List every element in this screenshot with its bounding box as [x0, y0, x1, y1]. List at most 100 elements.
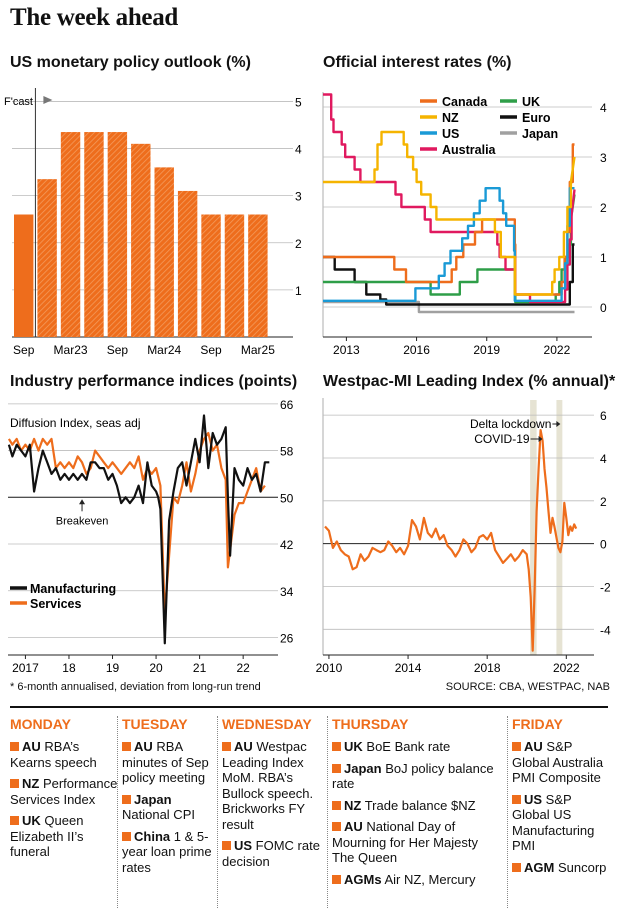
y-tick-label: 42 — [280, 538, 294, 552]
legend-label: NZ — [442, 111, 459, 125]
y-tick-label: 34 — [280, 585, 294, 599]
legend-label: Manufacturing — [30, 582, 116, 596]
y-tick-label: 2 — [295, 237, 302, 251]
event-item: AU National Day of Mourning for Her Maje… — [332, 819, 502, 866]
event-text: National Day of Mourning for Her Majesty… — [332, 819, 478, 865]
x-tick-label: 2022 — [544, 343, 571, 357]
bullet-square-icon — [10, 742, 19, 751]
event-text: Suncorp — [554, 859, 607, 875]
y-tick-label: 6 — [600, 409, 607, 423]
shaded-period — [556, 400, 563, 655]
y-tick-label: 0 — [600, 301, 607, 315]
bullet-square-icon — [10, 816, 19, 825]
chart-title-westpac: Westpac-MI Leading Index (% annual)* — [323, 373, 616, 390]
event-text: Westpac Leading Index MoM. RBA’s Bullock… — [222, 739, 314, 832]
y-tick-label: -4 — [600, 623, 611, 637]
headline: The week ahead — [10, 4, 179, 31]
event-item: NZ Performance Services Index — [10, 776, 118, 807]
x-tick-label: Mar24 — [147, 343, 181, 357]
column-separator — [117, 716, 118, 908]
event-text: FOMC rate decision — [222, 838, 320, 869]
x-tick-label: 2014 — [395, 661, 422, 675]
y-tick-label: -2 — [600, 580, 611, 594]
event-region: Japan — [134, 791, 172, 807]
series-line-leading-index — [324, 429, 578, 652]
event-region: AU — [234, 739, 253, 754]
day-column-thursday: THURSDAY UK BoE Bank rate Japan BoJ policy… — [332, 716, 502, 908]
arrow-right-icon — [556, 421, 561, 427]
breakeven-arrow-icon — [79, 499, 86, 505]
day-heading: THURSDAY — [332, 716, 409, 732]
arrow-right-icon — [538, 436, 543, 442]
bullet-square-icon — [222, 742, 231, 751]
event-text: BoE Bank rate — [362, 739, 451, 754]
event-item: Japan National CPI — [122, 792, 220, 823]
series-line-services — [7, 431, 266, 616]
annotation-delta: Delta lockdown — [470, 417, 551, 431]
bullet-square-icon — [332, 874, 341, 884]
x-tick-label: Sep — [107, 343, 129, 357]
y-tick-label: 3 — [600, 151, 607, 165]
x-tick-label: 2019 — [473, 343, 500, 357]
x-tick-label: 20 — [149, 661, 163, 675]
shaded-period — [530, 400, 537, 655]
event-item: US FOMC rate decision — [222, 838, 330, 869]
legend-label: Canada — [442, 95, 488, 109]
event-region: US — [524, 791, 543, 807]
bar — [14, 214, 34, 337]
bar — [224, 214, 245, 337]
day-column-wednesday: WEDNESDAY AU Westpac Leading Index MoM. R… — [222, 716, 330, 908]
x-tick-label: 2018 — [474, 661, 501, 675]
event-region: AU — [524, 739, 543, 754]
chart-title-us-policy: US monetary policy outlook (%) — [10, 54, 251, 71]
bar — [84, 132, 104, 337]
x-tick-label: 2013 — [333, 343, 360, 357]
event-text: RBA minutes of Sep policy meeting — [122, 739, 209, 785]
series-line-uk — [323, 194, 576, 304]
event-text: Queen Elizabeth II’s funeral — [10, 813, 84, 859]
y-tick-label: 1 — [295, 284, 302, 298]
bullet-square-icon — [332, 763, 341, 773]
legend-label: Australia — [442, 143, 497, 157]
event-text: RBA’s Kearns speech — [10, 739, 97, 770]
bar — [201, 214, 221, 337]
y-tick-label: 58 — [280, 445, 294, 459]
x-tick-label: 18 — [62, 661, 76, 675]
event-item: AGM Suncorp — [512, 860, 610, 876]
x-tick-label: 2016 — [403, 343, 430, 357]
event-item: US S&P Global US Manufacturing PMI — [512, 792, 610, 854]
x-tick-label: Sep — [13, 343, 35, 357]
event-item: NZ Trade balance $NZ — [332, 798, 502, 814]
y-axis-label: Diffusion Index, seas adj — [10, 416, 141, 430]
divider-rule — [10, 706, 608, 708]
us-policy-chart: 1 2 3 4 5 Sep Mar23 Sep Mar24 Sep Mar25 F'cast — [4, 88, 302, 357]
y-tick-label: 4 — [600, 452, 607, 466]
event-text: National CPI — [122, 807, 195, 822]
bullet-square-icon — [10, 779, 19, 788]
x-tick-label: 2010 — [316, 661, 343, 675]
footnote: * 6-month annualised, deviation from lon… — [10, 681, 261, 693]
event-region: UK — [22, 813, 41, 828]
day-heading: TUESDAY — [122, 716, 188, 732]
y-tick-label: 26 — [280, 631, 294, 645]
y-tick-label: 5 — [295, 95, 302, 109]
week-schedule: MONDAY AU RBA’s Kearns speech NZ Performan… — [10, 716, 610, 911]
bullet-square-icon — [332, 822, 341, 831]
bullet-square-icon — [332, 742, 341, 751]
event-text: 1 & 5-year loan prime rates — [122, 828, 212, 875]
column-separator — [217, 716, 218, 908]
event-item: AU S&P Global Australia PMI Composite — [512, 739, 610, 786]
annotation-covid: COVID-19 — [474, 432, 530, 446]
bar — [177, 190, 198, 337]
column-separator — [507, 716, 508, 908]
chart-title-industry: Industry performance indices (points) — [10, 373, 298, 390]
event-region: US — [234, 838, 253, 853]
bullet-square-icon — [512, 862, 521, 872]
bullet-square-icon — [512, 794, 521, 804]
x-tick-label: 21 — [193, 661, 207, 675]
x-tick-label: Sep — [200, 343, 222, 357]
series-line-euro — [323, 243, 575, 306]
event-text: Air NZ, Mercury — [381, 871, 476, 887]
